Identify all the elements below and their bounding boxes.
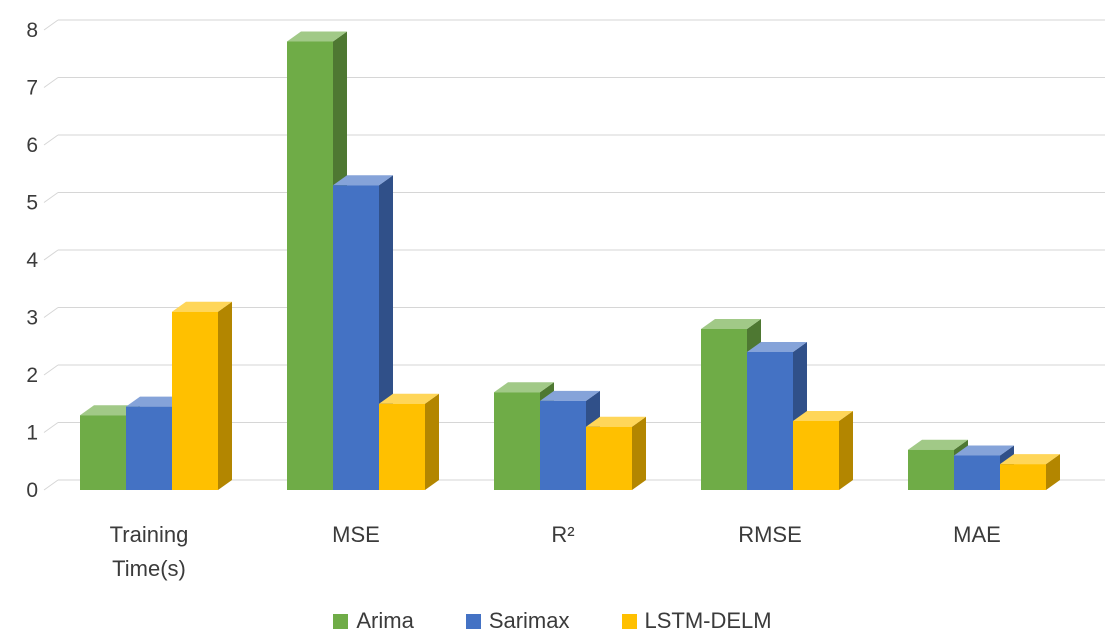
y-tick-label-1: 1 [26,422,38,445]
bar-side-face [632,416,646,490]
y-tick-label-8: 8 [26,19,38,42]
bar-top-face [701,319,761,329]
bar-front-face [494,392,540,490]
bar-front-face [80,415,126,490]
gridline-6 [43,134,1105,146]
bar-LSTM-DELM-RMSE [793,411,853,490]
bar-LSTM-DELM-MSE [379,393,439,490]
bar-LSTM-DELM-Training Time(s) [172,301,232,490]
legend-swatch-icon [621,613,637,629]
plot-area: 0 1 2 3 4 5 6 7 8 [26,19,1105,502]
bar-front-face [126,406,172,490]
gridline-2 [43,364,1105,376]
legend-item-Arima: Arima [333,608,414,634]
x-axis-label-2: MSE [332,522,380,547]
bar-front-face [287,41,333,490]
gridline-7 [43,77,1105,88]
bar-top-face [80,405,140,416]
chart-legend: Arima Sarimax LSTM-DELM [0,608,1105,634]
bar-top-face [172,301,232,312]
y-tick-label-0: 0 [26,479,38,502]
x-axis-label-3: R² [551,522,575,547]
gridline-4 [43,249,1105,261]
gridline-8 [43,19,1105,31]
bar-top-face [494,382,554,393]
bar-front-face [333,185,379,490]
bar-top-face [333,175,393,186]
bar-top-face [954,445,1014,456]
bar-front-face [172,311,218,490]
x-axis-labels: Training Time(s) MSE R² RMSE MAE [0,518,1105,598]
bar-front-face [540,400,586,490]
legend-label: LSTM-DELM [644,608,772,633]
y-tick-label-5: 5 [26,192,38,215]
bar-front-face [379,403,425,490]
legend-swatch-icon [465,613,481,629]
y-tick-label-6: 6 [26,134,38,157]
x-axis-label-5: MAE [953,522,1001,547]
bar-LSTM-DELM-R² [586,416,646,490]
bar-top-face [747,342,807,352]
gridline-5 [43,192,1105,203]
bar-front-face [908,449,954,490]
bar-front-face [1000,464,1046,490]
bar-side-face [218,301,232,490]
bar-top-face [586,416,646,427]
legend-label: Arima [356,608,414,633]
y-tick-label-2: 2 [26,364,38,387]
bar-side-face [425,393,439,490]
bar-front-face [954,455,1000,490]
legend-item-LSTM-DELM: LSTM-DELM [621,608,772,634]
bar-top-face [287,31,347,42]
legend-swatch-icon [333,613,349,629]
bar-top-face [908,439,968,450]
legend-label: Sarimax [488,608,570,633]
gridline-3 [43,307,1105,318]
bar-top-face [793,411,853,421]
bar-side-face [839,411,853,490]
y-tick-label-3: 3 [26,307,38,330]
bar-top-face [379,393,439,404]
x-axis-label-1: Training Time(s) [109,522,189,582]
y-tick-label-4: 4 [26,249,38,272]
y-tick-label-7: 7 [26,77,38,100]
bar-top-face [1000,454,1060,465]
bar-top-face [126,396,186,407]
bar-top-face [540,390,600,401]
legend-item-Sarimax: Sarimax [465,608,570,634]
bar-LSTM-DELM-MAE [1000,454,1060,490]
bar-front-face [701,329,747,490]
bar-front-face [747,352,793,490]
bar-side-face [1046,454,1060,490]
bar-front-face [586,426,632,490]
x-axis-label-4: RMSE [738,522,802,547]
bar-front-face [793,421,839,490]
